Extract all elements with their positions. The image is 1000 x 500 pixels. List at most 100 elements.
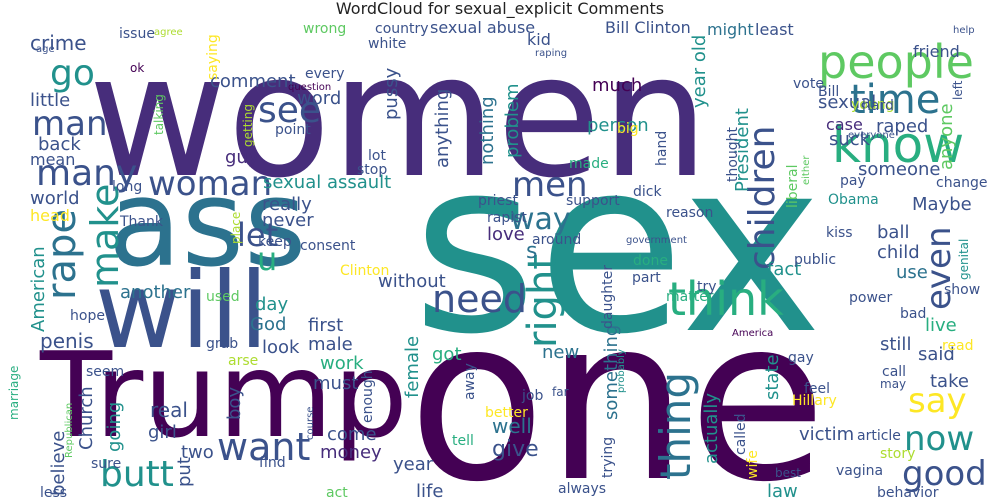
- cloud-word: rapist: [487, 210, 527, 226]
- cloud-word: child: [877, 242, 920, 263]
- cloud-word: first: [308, 315, 343, 336]
- cloud-word: thing: [651, 372, 700, 480]
- cloud-word: Hillary: [792, 393, 837, 409]
- cloud-word: male: [308, 334, 353, 355]
- cloud-word: wrong: [303, 21, 346, 37]
- cloud-word: s: [526, 239, 537, 264]
- cloud-word: gay: [788, 350, 814, 366]
- cloud-word: try: [697, 279, 717, 295]
- cloud-word: use: [896, 262, 928, 283]
- cloud-word: way: [510, 202, 571, 237]
- cloud-word: made: [569, 156, 609, 172]
- cloud-word: wife: [745, 450, 761, 479]
- cloud-word: pussy: [381, 67, 402, 120]
- cloud-word: reason: [666, 205, 713, 221]
- cloud-word: must: [313, 373, 358, 394]
- cloud-word: hand: [654, 131, 670, 166]
- cloud-word: best: [775, 466, 801, 480]
- cloud-word: say: [908, 381, 967, 421]
- cloud-word: feel: [804, 381, 830, 397]
- cloud-word: Clinton: [340, 263, 389, 279]
- cloud-word: people: [818, 35, 974, 89]
- cloud-word: white: [368, 36, 406, 52]
- cloud-word: Thank: [119, 214, 164, 230]
- cloud-word: will: [95, 250, 268, 372]
- cloud-word: getting: [241, 104, 255, 147]
- cloud-word: kiss: [826, 225, 853, 241]
- cloud-word: young: [851, 97, 894, 113]
- cloud-word: story: [880, 446, 915, 462]
- cloud-word: really: [262, 194, 312, 215]
- cloud-word: question: [288, 82, 331, 93]
- cloud-word: Church: [76, 386, 97, 450]
- cloud-word: call: [882, 364, 906, 380]
- cloud-word: place: [229, 212, 243, 244]
- cloud-word: need: [432, 277, 527, 321]
- cloud-word: ass: [108, 155, 307, 294]
- cloud-word: saying: [205, 34, 221, 80]
- cloud-word: marriage: [7, 366, 21, 420]
- cloud-word: one: [408, 270, 827, 500]
- cloud-word: always: [558, 481, 606, 497]
- cloud-word: head: [30, 206, 70, 225]
- cloud-word: without: [378, 271, 446, 292]
- cloud-word: penis: [40, 329, 94, 353]
- cloud-word: anyone: [936, 103, 957, 170]
- cloud-word: kid: [527, 30, 551, 49]
- cloud-word: arse: [228, 353, 258, 369]
- cloud-word: act: [326, 485, 348, 500]
- cloud-word: done: [633, 253, 668, 269]
- cloud-word: talking: [152, 94, 166, 135]
- cloud-word: girl: [148, 422, 177, 443]
- cloud-word: point: [275, 122, 311, 138]
- cloud-word: go: [50, 53, 95, 94]
- cloud-word: much: [592, 75, 642, 96]
- cloud-word: butt: [100, 454, 174, 495]
- cloud-word: two: [181, 442, 214, 463]
- cloud-word: women: [88, 18, 709, 216]
- cloud-word: man: [32, 104, 108, 144]
- cloud-word: consent: [300, 238, 356, 254]
- cloud-word: bad: [900, 306, 926, 322]
- cloud-word: ok: [130, 61, 144, 75]
- cloud-word: raping: [535, 48, 567, 59]
- cloud-word: know: [832, 116, 964, 174]
- cloud-word: let: [237, 216, 278, 254]
- cloud-word: enough: [360, 370, 376, 423]
- cloud-word: least: [755, 20, 794, 39]
- cloud-word: fact: [767, 259, 801, 280]
- cloud-word: keep: [258, 234, 292, 250]
- cloud-word: want: [217, 425, 310, 469]
- cloud-word: around: [532, 232, 581, 248]
- cloud-word: lot: [368, 148, 386, 164]
- cloud-word: sex: [412, 107, 823, 387]
- cloud-word: job: [521, 388, 543, 404]
- cloud-word: real: [150, 398, 188, 422]
- cloud-word: another: [120, 282, 191, 303]
- cloud-word: work: [320, 353, 364, 374]
- cloud-word: case: [826, 115, 863, 134]
- cloud-word: everyone: [848, 130, 895, 141]
- cloud-word: Trump: [39, 326, 408, 464]
- cloud-word: genital: [957, 239, 971, 280]
- cloud-word: help: [953, 25, 975, 36]
- cloud-word: look: [262, 337, 300, 358]
- cloud-word: come: [327, 424, 377, 445]
- cloud-word: live: [925, 315, 957, 336]
- cloud-word: every: [305, 66, 345, 82]
- cloud-word: age: [36, 44, 55, 55]
- cloud-word: liberal: [785, 164, 801, 208]
- cloud-word: time: [850, 77, 940, 123]
- cloud-word: Bill: [818, 84, 839, 100]
- cloud-word: love: [487, 224, 525, 245]
- cloud-word: law: [767, 481, 798, 500]
- cloud-word: read: [942, 338, 974, 354]
- cloud-word: American: [28, 246, 49, 332]
- cloud-word: rape: [39, 209, 85, 300]
- cloud-word: agree: [154, 27, 183, 38]
- cloud-word: world: [30, 188, 80, 209]
- cloud-word: something: [601, 325, 622, 420]
- cloud-word: suck: [829, 129, 871, 150]
- cloud-word: sexual assault: [263, 172, 391, 193]
- cloud-word: life: [416, 481, 443, 500]
